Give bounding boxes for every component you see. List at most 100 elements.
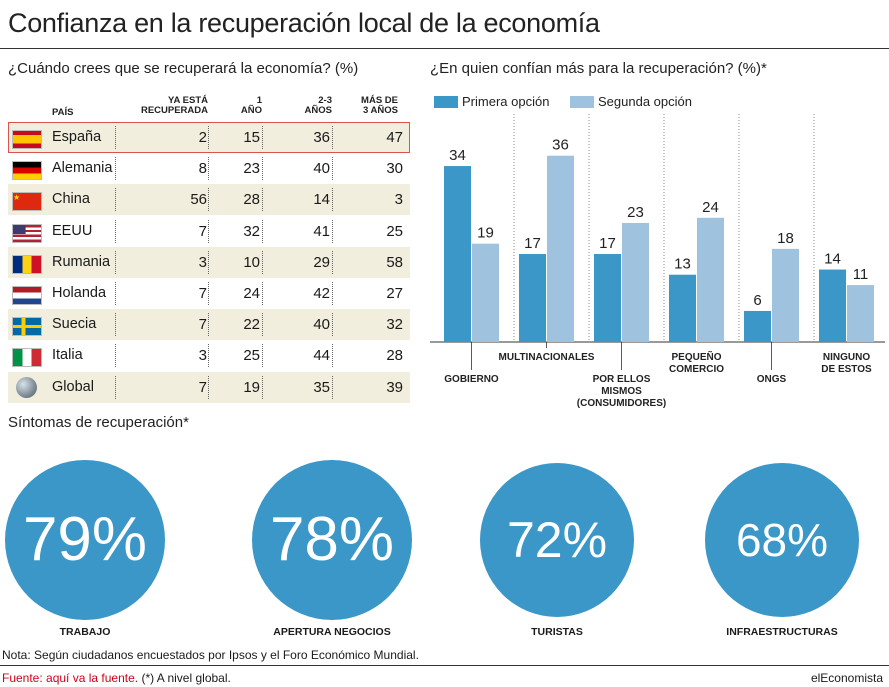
table-cell-value: 7 xyxy=(198,378,207,396)
table-cell-value: 19 xyxy=(243,378,260,396)
legend-swatch-primary xyxy=(434,96,458,108)
bar-primary xyxy=(519,254,546,342)
country-name: EEUU xyxy=(52,222,93,239)
symptom-circle: 72% xyxy=(480,463,634,617)
table-cell-value: 28 xyxy=(243,191,260,209)
bar-value-label: 11 xyxy=(853,266,869,283)
table-cell-value: 25 xyxy=(386,222,403,240)
symptoms-title: Síntomas de recuperación* xyxy=(8,414,189,431)
footer-asterisk-note: (*) A nivel global. xyxy=(141,671,231,685)
china-flag-icon: ★ xyxy=(12,192,42,212)
netherlands-flag-icon xyxy=(12,286,42,305)
category-label: MULTINACIONALES xyxy=(499,352,595,363)
table-row: Suecia 7 22 40 32 xyxy=(8,309,410,341)
header-more-three-years: MÁS DE 3 AÑOS xyxy=(361,95,398,116)
table-cell-value: 47 xyxy=(386,129,403,146)
globe-icon xyxy=(16,376,37,398)
country-name: España xyxy=(52,129,102,145)
table-row: Alemania 8 23 40 30 xyxy=(8,153,410,184)
bar-secondary xyxy=(847,285,874,342)
italy-flag-icon xyxy=(12,348,42,368)
bar-value-label: 34 xyxy=(449,147,466,164)
footer-source: Fuente: aquí va la fuente. xyxy=(2,671,139,685)
table-cell-value: 30 xyxy=(386,160,403,178)
column-separator xyxy=(262,313,263,337)
symptom-label: TURISTAS xyxy=(531,626,583,638)
bar-primary xyxy=(444,166,471,342)
header-one-year: 1 AÑO xyxy=(240,95,262,116)
category-label: GOBIERNO xyxy=(444,374,499,385)
bar-value-label: 23 xyxy=(627,204,644,221)
table-cell-value: 3 xyxy=(394,191,403,209)
brand-logo-text: elEconomista xyxy=(810,671,883,685)
column-separator xyxy=(115,313,116,337)
table-cell-value: 27 xyxy=(386,285,403,302)
column-separator xyxy=(115,375,116,399)
legend-label-secondary: Segunda opción xyxy=(598,96,692,109)
table-cell-value: 7 xyxy=(198,285,207,302)
bar-secondary xyxy=(472,243,499,342)
column-separator xyxy=(262,219,263,243)
table-cell-value: 56 xyxy=(190,191,207,209)
column-separator xyxy=(115,250,116,274)
page-title: Confianza en la recuperación local de la… xyxy=(8,8,600,38)
table-cell-value: 44 xyxy=(313,347,330,365)
symptom-label: INFRAESTRUCTURAS xyxy=(726,626,838,638)
column-separator xyxy=(115,282,116,305)
category-label: PEQUEÑO xyxy=(671,350,721,363)
table-row: ★ China 56 28 14 3 xyxy=(8,184,410,216)
column-separator xyxy=(262,157,263,181)
column-separator xyxy=(115,188,116,212)
column-separator xyxy=(332,219,333,243)
column-separator xyxy=(332,282,333,305)
table-cell-value: 32 xyxy=(243,222,260,240)
column-separator xyxy=(332,344,333,368)
table-cell-value: 10 xyxy=(243,253,260,271)
column-separator xyxy=(262,282,263,305)
table-cell-value: 58 xyxy=(386,253,403,271)
symptom-value: 78% xyxy=(269,505,395,574)
bar-primary xyxy=(744,310,771,342)
column-separator xyxy=(262,250,263,274)
table-subtitle: ¿Cuándo crees que se recuperará la econo… xyxy=(8,60,359,77)
column-separator xyxy=(115,126,116,149)
column-separator xyxy=(208,157,209,181)
spain-flag-icon xyxy=(12,130,42,149)
column-separator xyxy=(332,188,333,212)
sweden-flag-icon xyxy=(12,317,42,337)
bar-secondary xyxy=(772,248,799,342)
header-recovered: YA ESTÁ RECUPERADA xyxy=(140,95,208,116)
footer-source-line: Fuente: aquí va la fuente. (*) A nivel g… xyxy=(2,671,231,685)
bar-value-label: 17 xyxy=(599,235,616,252)
country-name: Rumania xyxy=(52,253,111,270)
table-cell-value: 29 xyxy=(313,253,330,271)
column-separator xyxy=(208,188,209,212)
bar-value-label: 17 xyxy=(524,235,541,252)
bar-secondary xyxy=(697,217,724,342)
trust-bar-chart: Primera opción Segunda opción 34 19 GOBIERNO… xyxy=(430,96,885,409)
germany-flag-icon xyxy=(12,161,42,181)
bar-value-label: 14 xyxy=(824,251,841,268)
column-separator xyxy=(332,157,333,181)
bar-value-label: 6 xyxy=(753,292,761,309)
table-cell-value: 28 xyxy=(386,347,403,365)
category-label: NINGUNO xyxy=(823,352,870,363)
table-cell-value: 24 xyxy=(243,285,260,302)
bar-value-label: 36 xyxy=(552,137,569,154)
symptom-circle: 68% xyxy=(705,463,859,617)
symptom-circle: 79% xyxy=(5,460,165,620)
table-cell-value: 14 xyxy=(313,191,330,209)
country-name: Global xyxy=(52,378,94,395)
column-separator xyxy=(262,126,263,149)
column-separator xyxy=(262,188,263,212)
column-separator xyxy=(115,219,116,243)
footer-note: Nota: Según ciudadanos encuestados por I… xyxy=(2,648,419,662)
table-row: España 2 15 36 47 xyxy=(8,122,410,153)
country-name: Italia xyxy=(52,347,83,364)
romania-flag-icon xyxy=(12,254,42,274)
table-row: Holanda 7 24 42 27 xyxy=(8,278,410,309)
table-cell-value: 32 xyxy=(386,316,403,334)
table-cell-value: 2 xyxy=(198,129,207,146)
bar-primary xyxy=(819,269,846,342)
column-separator xyxy=(262,375,263,399)
